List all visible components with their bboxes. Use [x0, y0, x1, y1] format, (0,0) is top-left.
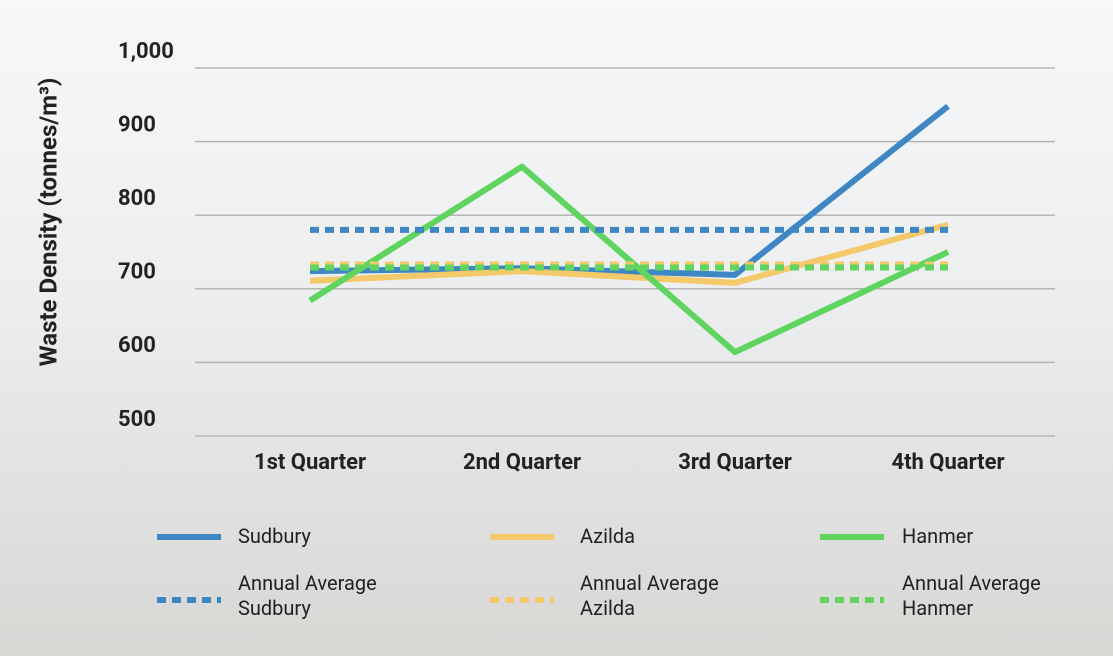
- legend-label: Annual Average Hanmer: [902, 571, 1077, 621]
- legend-label: Azilda: [580, 524, 755, 549]
- y-tick-label: 700: [118, 260, 156, 285]
- x-tick-label: 3rd Quarter: [678, 450, 792, 475]
- page: Waste Density (tonnes/m³) 500 600 700 800 90…: [0, 0, 1113, 656]
- y-tick-label: 800: [118, 186, 156, 211]
- y-tick-label: 500: [118, 407, 156, 432]
- y-tick-label: 1,000: [118, 39, 174, 64]
- chart: Waste Density (tonnes/m³) 500 600 700 800 90…: [0, 0, 1113, 656]
- legend-label: Annual Average Azilda: [580, 571, 755, 621]
- legend-label: Annual Average Sudbury: [238, 571, 413, 621]
- y-tick-label: 900: [118, 112, 156, 137]
- legend-label: Sudbury: [238, 524, 413, 549]
- series-line: [310, 225, 948, 283]
- legend-label: Hanmer: [902, 524, 1077, 549]
- x-tick-label: 4th Quarter: [891, 450, 1004, 475]
- y-tick-label: 600: [118, 333, 156, 358]
- series-line: [310, 167, 948, 352]
- x-tick-label: 1st Quarter: [254, 450, 366, 475]
- x-tick-label: 2nd Quarter: [463, 450, 581, 475]
- y-axis-label: Waste Density (tonnes/m³): [34, 78, 62, 367]
